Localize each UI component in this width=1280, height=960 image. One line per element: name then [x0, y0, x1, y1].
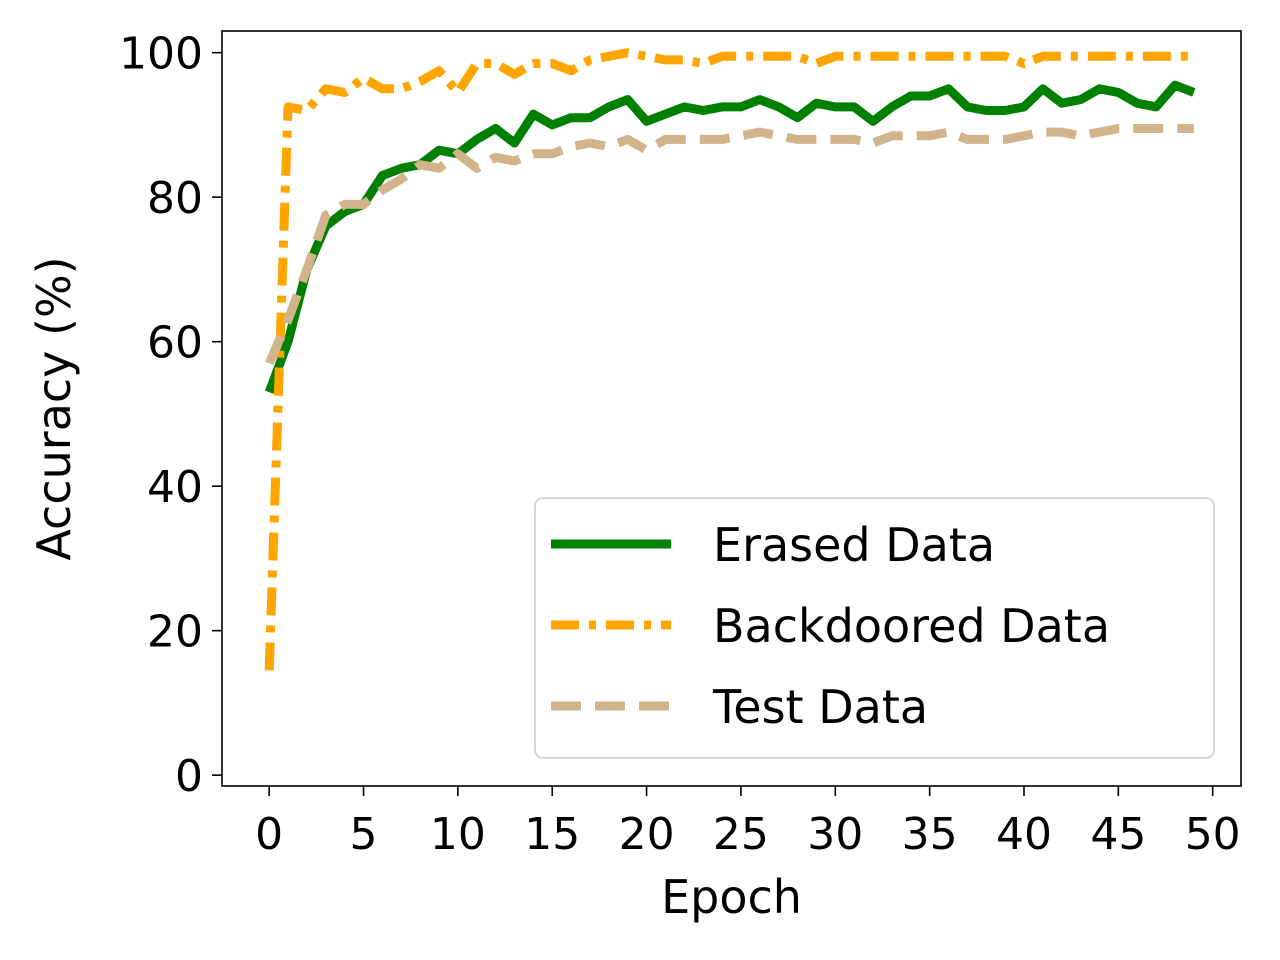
- legend: Erased Data Backdoored Data Test Data: [534, 497, 1215, 759]
- series-line-backdoored-data: [264, 48, 1194, 671]
- y-tick-label: 40: [147, 462, 203, 513]
- x-tick-label: 30: [807, 809, 863, 860]
- x-tick-label: 15: [524, 809, 580, 860]
- legend-label: Test Data: [712, 680, 928, 734]
- y-tick-label: 20: [147, 607, 203, 658]
- x-tick-label: 50: [1185, 809, 1241, 860]
- x-axis-label: Epoch: [661, 870, 802, 924]
- y-tick-label: 80: [147, 173, 203, 224]
- series-lines: [264, 48, 1196, 671]
- x-tick-label: 40: [996, 809, 1052, 860]
- plot-frame: [221, 30, 1242, 787]
- y-tick-label: 0: [175, 751, 203, 802]
- legend-label: Erased Data: [713, 518, 995, 572]
- legend-box: [534, 497, 1215, 759]
- x-tick-label: 45: [1090, 809, 1146, 860]
- y-tick-label: 60: [147, 318, 203, 369]
- x-tick-label: 35: [902, 809, 958, 860]
- legend-label: Backdoored Data: [713, 599, 1110, 653]
- y-tick-label: 100: [119, 29, 203, 80]
- y-axis-label: Accuracy (%): [27, 256, 81, 560]
- x-tick-label: 10: [430, 809, 486, 860]
- x-tick-label: 25: [713, 809, 769, 860]
- x-tick-label: 0: [255, 809, 283, 860]
- series-line-test-data: [265, 124, 1194, 366]
- x-tick-label: 20: [619, 809, 675, 860]
- x-tick-label: 5: [350, 809, 378, 860]
- axis-ticks: 0 5 10 15 20 25 30 35 40 45 50 0 20 40 60 80 100: [119, 29, 1241, 860]
